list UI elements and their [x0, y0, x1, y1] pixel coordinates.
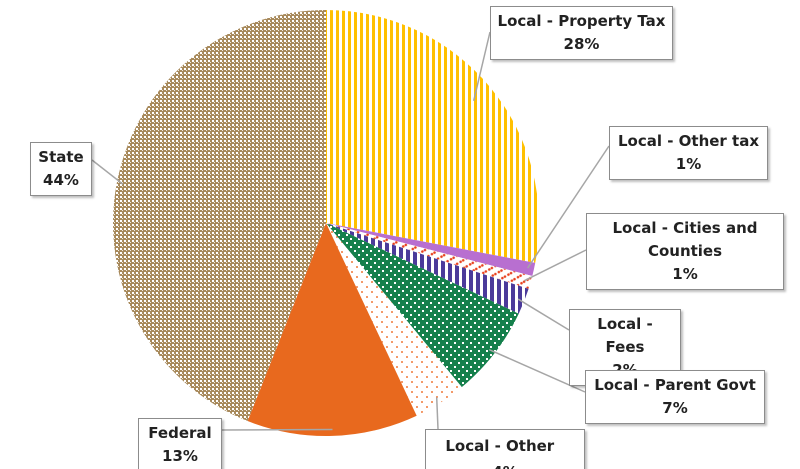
label-value: 1%	[672, 265, 698, 283]
label-state: State 44%	[30, 142, 92, 196]
leader-line	[527, 145, 610, 269]
label-property-tax: Local - Property Tax 28%	[490, 6, 673, 60]
label-cities-counties: Local - Cities and Counties 1%	[586, 213, 784, 290]
leader-line	[472, 31, 491, 101]
label-local-other: Local - Other 4%	[425, 429, 585, 469]
pie-slice-local-property-tax	[326, 10, 539, 263]
leader-line	[435, 397, 439, 430]
label-value: 13%	[162, 447, 198, 465]
label-name: Local - Other	[445, 437, 555, 455]
label-name: Local - Property Tax	[497, 12, 666, 30]
label-name: Local - Other tax	[617, 132, 760, 150]
label-name: Federal	[148, 424, 212, 442]
leader-line	[91, 159, 124, 185]
pie-slice-state	[112, 10, 326, 422]
pie-slice-federal	[247, 223, 417, 436]
pie-slice-local-other-tax	[326, 223, 536, 276]
label-value: 28%	[563, 35, 600, 53]
pie-slice-local-fees	[326, 223, 529, 314]
label-name: Local - Fees	[597, 315, 653, 356]
label-name: Local - Cities and Counties	[612, 219, 758, 260]
label-parent-govt: Local - Parent Govt 7%	[585, 370, 765, 424]
label-other-tax: Local - Other tax 1%	[609, 126, 768, 180]
label-value: 44%	[43, 171, 79, 189]
label-name: Local - Parent Govt	[594, 376, 756, 394]
leader-line	[524, 249, 587, 282]
label-value: 7%	[662, 399, 688, 417]
pie-slice-local-cities-and-counties	[326, 223, 533, 289]
pie-slice-local-parent-govt	[326, 223, 519, 388]
pie-slice-local-other	[326, 223, 462, 416]
leader-line	[517, 298, 570, 331]
label-value: 1%	[675, 155, 702, 173]
label-value: 4%	[492, 463, 517, 469]
label-federal: Federal 13%	[138, 418, 222, 469]
label-name: State	[38, 148, 84, 166]
